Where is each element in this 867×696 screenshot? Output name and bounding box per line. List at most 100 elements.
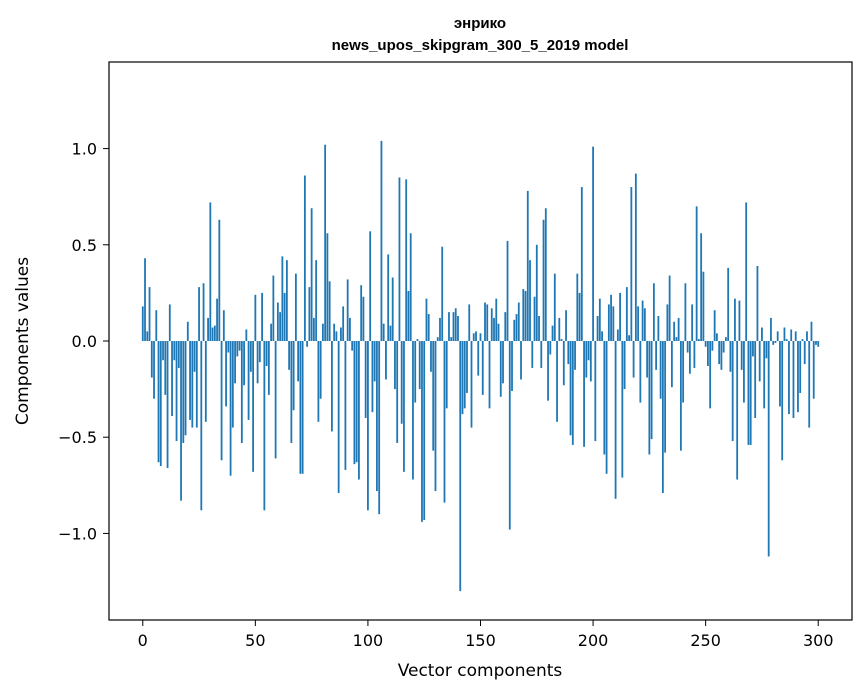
bar-285 <box>783 327 786 341</box>
bar-250 <box>704 341 707 347</box>
bar-259 <box>725 337 727 341</box>
bar-85 <box>333 323 336 341</box>
bar-75 <box>310 208 313 341</box>
bar-249 <box>702 271 705 341</box>
bar-39 <box>229 341 232 476</box>
bar-86 <box>335 331 338 341</box>
bar-113 <box>396 341 399 443</box>
bar-242 <box>686 341 689 353</box>
bar-8 <box>159 341 162 467</box>
bar-17 <box>180 341 182 501</box>
bar-83 <box>328 281 331 341</box>
bar-298 <box>812 341 815 399</box>
bar-45 <box>243 341 245 386</box>
bar-18 <box>182 341 185 443</box>
bar-145 <box>468 304 471 341</box>
bar-205 <box>603 341 606 455</box>
bar-1 <box>144 258 146 341</box>
bar-220 <box>637 306 640 341</box>
bar-294 <box>803 341 806 365</box>
bar-63 <box>283 292 286 341</box>
bar-112 <box>394 341 396 390</box>
bar-266 <box>740 341 743 370</box>
bar-187 <box>562 341 565 386</box>
bar-130 <box>434 341 437 492</box>
bar-159 <box>499 341 502 397</box>
bar-3 <box>148 287 151 341</box>
bar-241 <box>684 283 687 341</box>
bar-81 <box>324 144 327 341</box>
bar-237 <box>675 337 678 341</box>
bar-5 <box>153 341 155 399</box>
bar-124 <box>421 341 423 522</box>
bar-240 <box>682 341 685 403</box>
bar-131 <box>436 337 439 341</box>
bar-62 <box>281 256 284 341</box>
bar-158 <box>497 323 500 341</box>
x-tick-label: 150 <box>465 631 496 650</box>
bar-95 <box>355 341 358 463</box>
bar-284 <box>781 341 784 461</box>
bar-156 <box>493 317 495 341</box>
bar-41 <box>234 341 236 384</box>
bar-139 <box>454 308 457 341</box>
x-axis-label: Vector components <box>398 661 563 681</box>
bar-102 <box>371 341 374 413</box>
bar-133 <box>441 246 444 341</box>
bar-246 <box>695 206 698 341</box>
bar-215 <box>625 287 628 341</box>
bar-160 <box>502 341 504 384</box>
bar-96 <box>358 341 360 480</box>
bar-274 <box>758 341 761 382</box>
bar-185 <box>558 317 561 341</box>
bar-282 <box>776 331 779 341</box>
y-tick-label: −0.5 <box>58 428 97 447</box>
bar-series <box>141 140 820 592</box>
bar-296 <box>808 341 811 428</box>
bar-51 <box>256 341 259 384</box>
bar-90 <box>344 341 347 470</box>
bar-193 <box>576 273 579 341</box>
y-axis-ticks: −1.0 −0.5 0.0 0.5 1.0 <box>58 140 109 543</box>
bar-52 <box>258 341 261 363</box>
y-tick-label: 0.5 <box>72 236 97 255</box>
bar-47 <box>247 341 250 420</box>
bar-53 <box>261 292 263 341</box>
bar-261 <box>729 341 732 372</box>
bar-270 <box>749 341 752 445</box>
bar-297 <box>810 321 813 341</box>
bar-283 <box>779 341 781 407</box>
bar-136 <box>448 312 450 341</box>
bar-32 <box>213 325 216 341</box>
bar-189 <box>567 341 570 365</box>
bar-10 <box>164 341 167 395</box>
bar-61 <box>279 312 282 341</box>
bar-77 <box>315 260 318 341</box>
bar-264 <box>736 341 739 480</box>
bar-104 <box>376 341 378 492</box>
bar-218 <box>632 341 635 378</box>
bar-123 <box>418 341 421 390</box>
bar-244 <box>691 304 694 341</box>
bar-192 <box>574 341 576 370</box>
bar-137 <box>450 337 453 341</box>
bar-82 <box>326 233 329 341</box>
bar-290 <box>794 331 797 341</box>
bar-56 <box>267 341 270 395</box>
bar-38 <box>227 341 230 353</box>
bar-67 <box>292 341 295 411</box>
bar-286 <box>785 339 788 341</box>
bar-107 <box>382 323 385 341</box>
bar-257 <box>720 341 723 370</box>
bar-154 <box>488 341 491 409</box>
bar-172 <box>529 260 531 341</box>
bar-212 <box>619 292 621 341</box>
bar-258 <box>722 341 725 353</box>
bar-122 <box>416 339 419 341</box>
bar-46 <box>245 329 248 341</box>
bar-236 <box>673 321 676 341</box>
bar-267 <box>743 341 745 403</box>
bar-198 <box>587 341 590 361</box>
bar-36 <box>222 310 225 341</box>
bar-58 <box>272 275 275 341</box>
